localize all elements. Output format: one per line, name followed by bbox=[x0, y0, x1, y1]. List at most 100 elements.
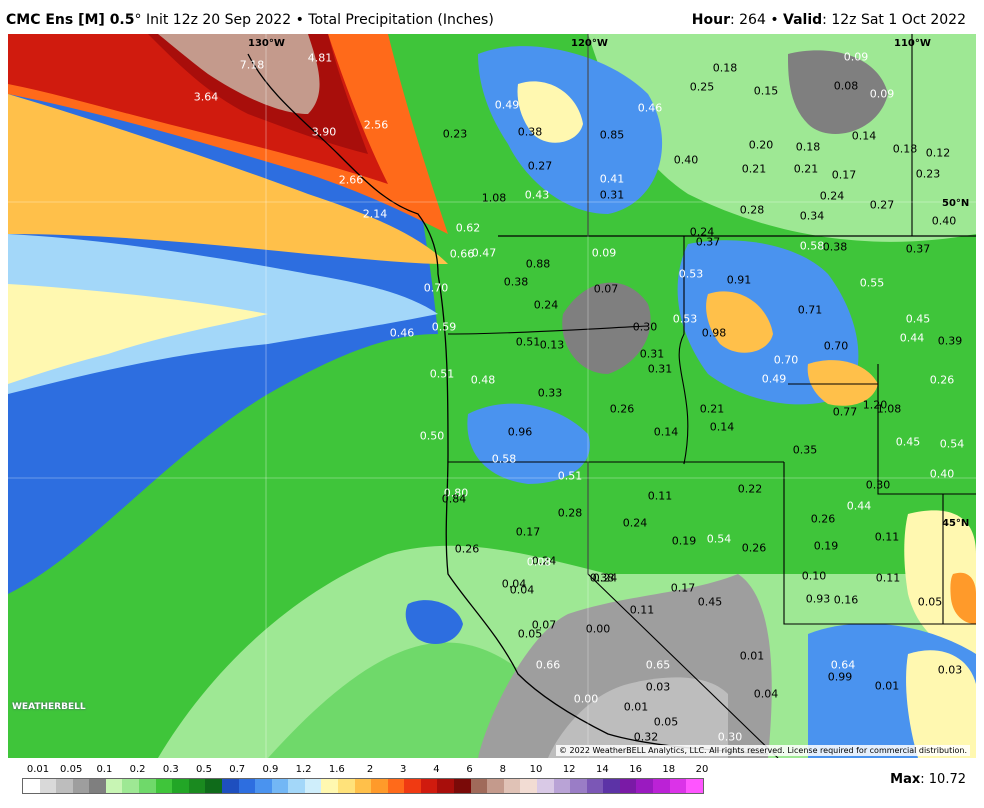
precip-value: 0.08 bbox=[833, 79, 859, 93]
lon-label-110w: 110°W bbox=[894, 38, 931, 49]
legend-color-swatch bbox=[371, 779, 388, 793]
legend-color-swatch bbox=[503, 779, 521, 793]
legend-color-swatch bbox=[487, 779, 504, 793]
precip-value: 0.24 bbox=[531, 554, 557, 568]
legend-color-swatch bbox=[72, 779, 90, 793]
precip-value: 4.81 bbox=[307, 51, 333, 65]
pale-yellow-band bbox=[8, 284, 268, 384]
precip-value: 0.26 bbox=[741, 541, 767, 555]
precip-value: 0.21 bbox=[741, 162, 767, 176]
legend-color-swatch bbox=[387, 779, 405, 793]
precip-value: 0.22 bbox=[737, 482, 763, 496]
precip-value: 0.85 bbox=[599, 128, 625, 142]
legend-color-swatch bbox=[139, 779, 156, 793]
precip-value: 0.93 bbox=[805, 592, 831, 606]
precip-value: 0.53 bbox=[672, 312, 698, 326]
precip-value: 0.09 bbox=[591, 246, 617, 260]
init-info: Init 12z 20 Sep 2022 • Total Precipitati… bbox=[141, 12, 494, 28]
precip-value: 0.14 bbox=[709, 420, 735, 434]
precip-value: 0.28 bbox=[557, 506, 583, 520]
precip-value: 0.40 bbox=[673, 153, 699, 167]
legend-color-bar bbox=[22, 778, 704, 794]
precip-value: 0.51 bbox=[515, 335, 541, 349]
precip-value: 0.31 bbox=[599, 188, 625, 202]
legend-color-swatch bbox=[603, 779, 620, 793]
precip-value: 0.26 bbox=[454, 542, 480, 556]
legend-tick-label: 0.7 bbox=[229, 764, 246, 775]
precip-value: 0.66 bbox=[535, 658, 561, 672]
legend-tick-label: 0.1 bbox=[96, 764, 113, 775]
precip-value: 0.38 bbox=[822, 240, 848, 254]
orange-spot-east bbox=[807, 360, 878, 406]
coastline bbox=[247, 53, 769, 755]
precip-value: 1.08 bbox=[481, 191, 507, 205]
legend-tick-label: 0.2 bbox=[129, 764, 146, 775]
legend-tick-label: 12 bbox=[562, 764, 576, 775]
copyright-notice: © 2022 WeatherBELL Analytics, LLC. All r… bbox=[556, 745, 970, 756]
precip-value: 0.17 bbox=[515, 525, 541, 539]
precip-value: 0.45 bbox=[697, 595, 723, 609]
precip-value: 0.51 bbox=[429, 367, 455, 381]
legend-color-swatch bbox=[337, 779, 355, 793]
legend-color-swatch bbox=[23, 779, 40, 793]
precip-value: 3.90 bbox=[311, 125, 337, 139]
legend-color-swatch bbox=[553, 779, 571, 793]
precip-value: 1.08 bbox=[876, 402, 902, 416]
precip-value: 0.21 bbox=[793, 162, 819, 176]
precip-value: 0.20 bbox=[748, 138, 774, 152]
precip-value: 0.30 bbox=[865, 478, 891, 492]
precip-value: 0.44 bbox=[846, 499, 872, 513]
precip-value: 0.44 bbox=[899, 331, 925, 345]
precip-value: 0.09 bbox=[843, 50, 869, 64]
precip-value: 0.49 bbox=[494, 98, 520, 112]
precip-value: 0.04 bbox=[509, 583, 535, 597]
legend-color-swatch bbox=[39, 779, 57, 793]
precip-value: 0.48 bbox=[470, 373, 496, 387]
precip-value: 0.40 bbox=[931, 214, 957, 228]
precip-value: 0.58 bbox=[799, 239, 825, 253]
legend-tick-label: 3 bbox=[400, 764, 407, 775]
precip-value: 0.03 bbox=[937, 663, 963, 677]
precip-value: 2.56 bbox=[363, 118, 389, 132]
precip-value: 0.08 bbox=[526, 555, 552, 569]
gold-band bbox=[8, 94, 448, 264]
precip-value: 1.20 bbox=[862, 398, 888, 412]
precip-value: 0.26 bbox=[810, 512, 836, 526]
legend-color-swatch bbox=[520, 779, 537, 793]
precip-value: 0.24 bbox=[819, 189, 845, 203]
precip-value: 0.39 bbox=[937, 334, 963, 348]
precip-value: 0.54 bbox=[939, 437, 965, 451]
precip-value: 0.30 bbox=[632, 320, 658, 334]
precip-value: 0.65 bbox=[645, 658, 671, 672]
precip-value: 0.51 bbox=[557, 469, 583, 483]
precip-value: 0.14 bbox=[851, 129, 877, 143]
precip-value: 0.04 bbox=[753, 687, 779, 701]
precip-value: 0.15 bbox=[753, 84, 779, 98]
precip-value: 0.19 bbox=[813, 539, 839, 553]
legend-tick-label: 0.01 bbox=[26, 764, 50, 775]
precip-value: 0.88 bbox=[525, 257, 551, 271]
legend-tick-label: 6 bbox=[466, 764, 473, 775]
precip-value: 0.50 bbox=[419, 429, 445, 443]
legend-color-swatch bbox=[122, 779, 140, 793]
max-value: Max: 10.72 bbox=[890, 772, 966, 787]
precipitation-map[interactable]: 130°W 120°W 110°W 50°N 45°N 4.81 7.18 3.64… bbox=[8, 34, 976, 758]
precip-value: 0.11 bbox=[647, 489, 673, 503]
precip-value: 0.27 bbox=[869, 198, 895, 212]
precip-value: 0.70 bbox=[823, 339, 849, 353]
precip-value: 0.40 bbox=[929, 467, 955, 481]
legend-color-swatch bbox=[586, 779, 604, 793]
precip-value: 0.25 bbox=[689, 80, 715, 94]
precip-value: 0.70 bbox=[423, 281, 449, 295]
precip-value: 0.04 bbox=[501, 577, 527, 591]
precip-value: 0.32 bbox=[633, 730, 659, 744]
map-canvas bbox=[8, 34, 976, 758]
precip-value: 0.05 bbox=[917, 595, 943, 609]
yellow-spot-cascades bbox=[517, 81, 583, 143]
legend-tick-label: 16 bbox=[629, 764, 642, 775]
legend-color-swatch bbox=[205, 779, 222, 793]
header: CMC Ens [M] 0.5° Init 12z 20 Sep 2022 • … bbox=[0, 0, 984, 34]
precip-value: 0.46 bbox=[637, 101, 663, 115]
map-title: CMC Ens [M] 0.5° Init 12z 20 Sep 2022 • … bbox=[6, 12, 494, 28]
lon-label-130w: 130°W bbox=[248, 38, 285, 49]
